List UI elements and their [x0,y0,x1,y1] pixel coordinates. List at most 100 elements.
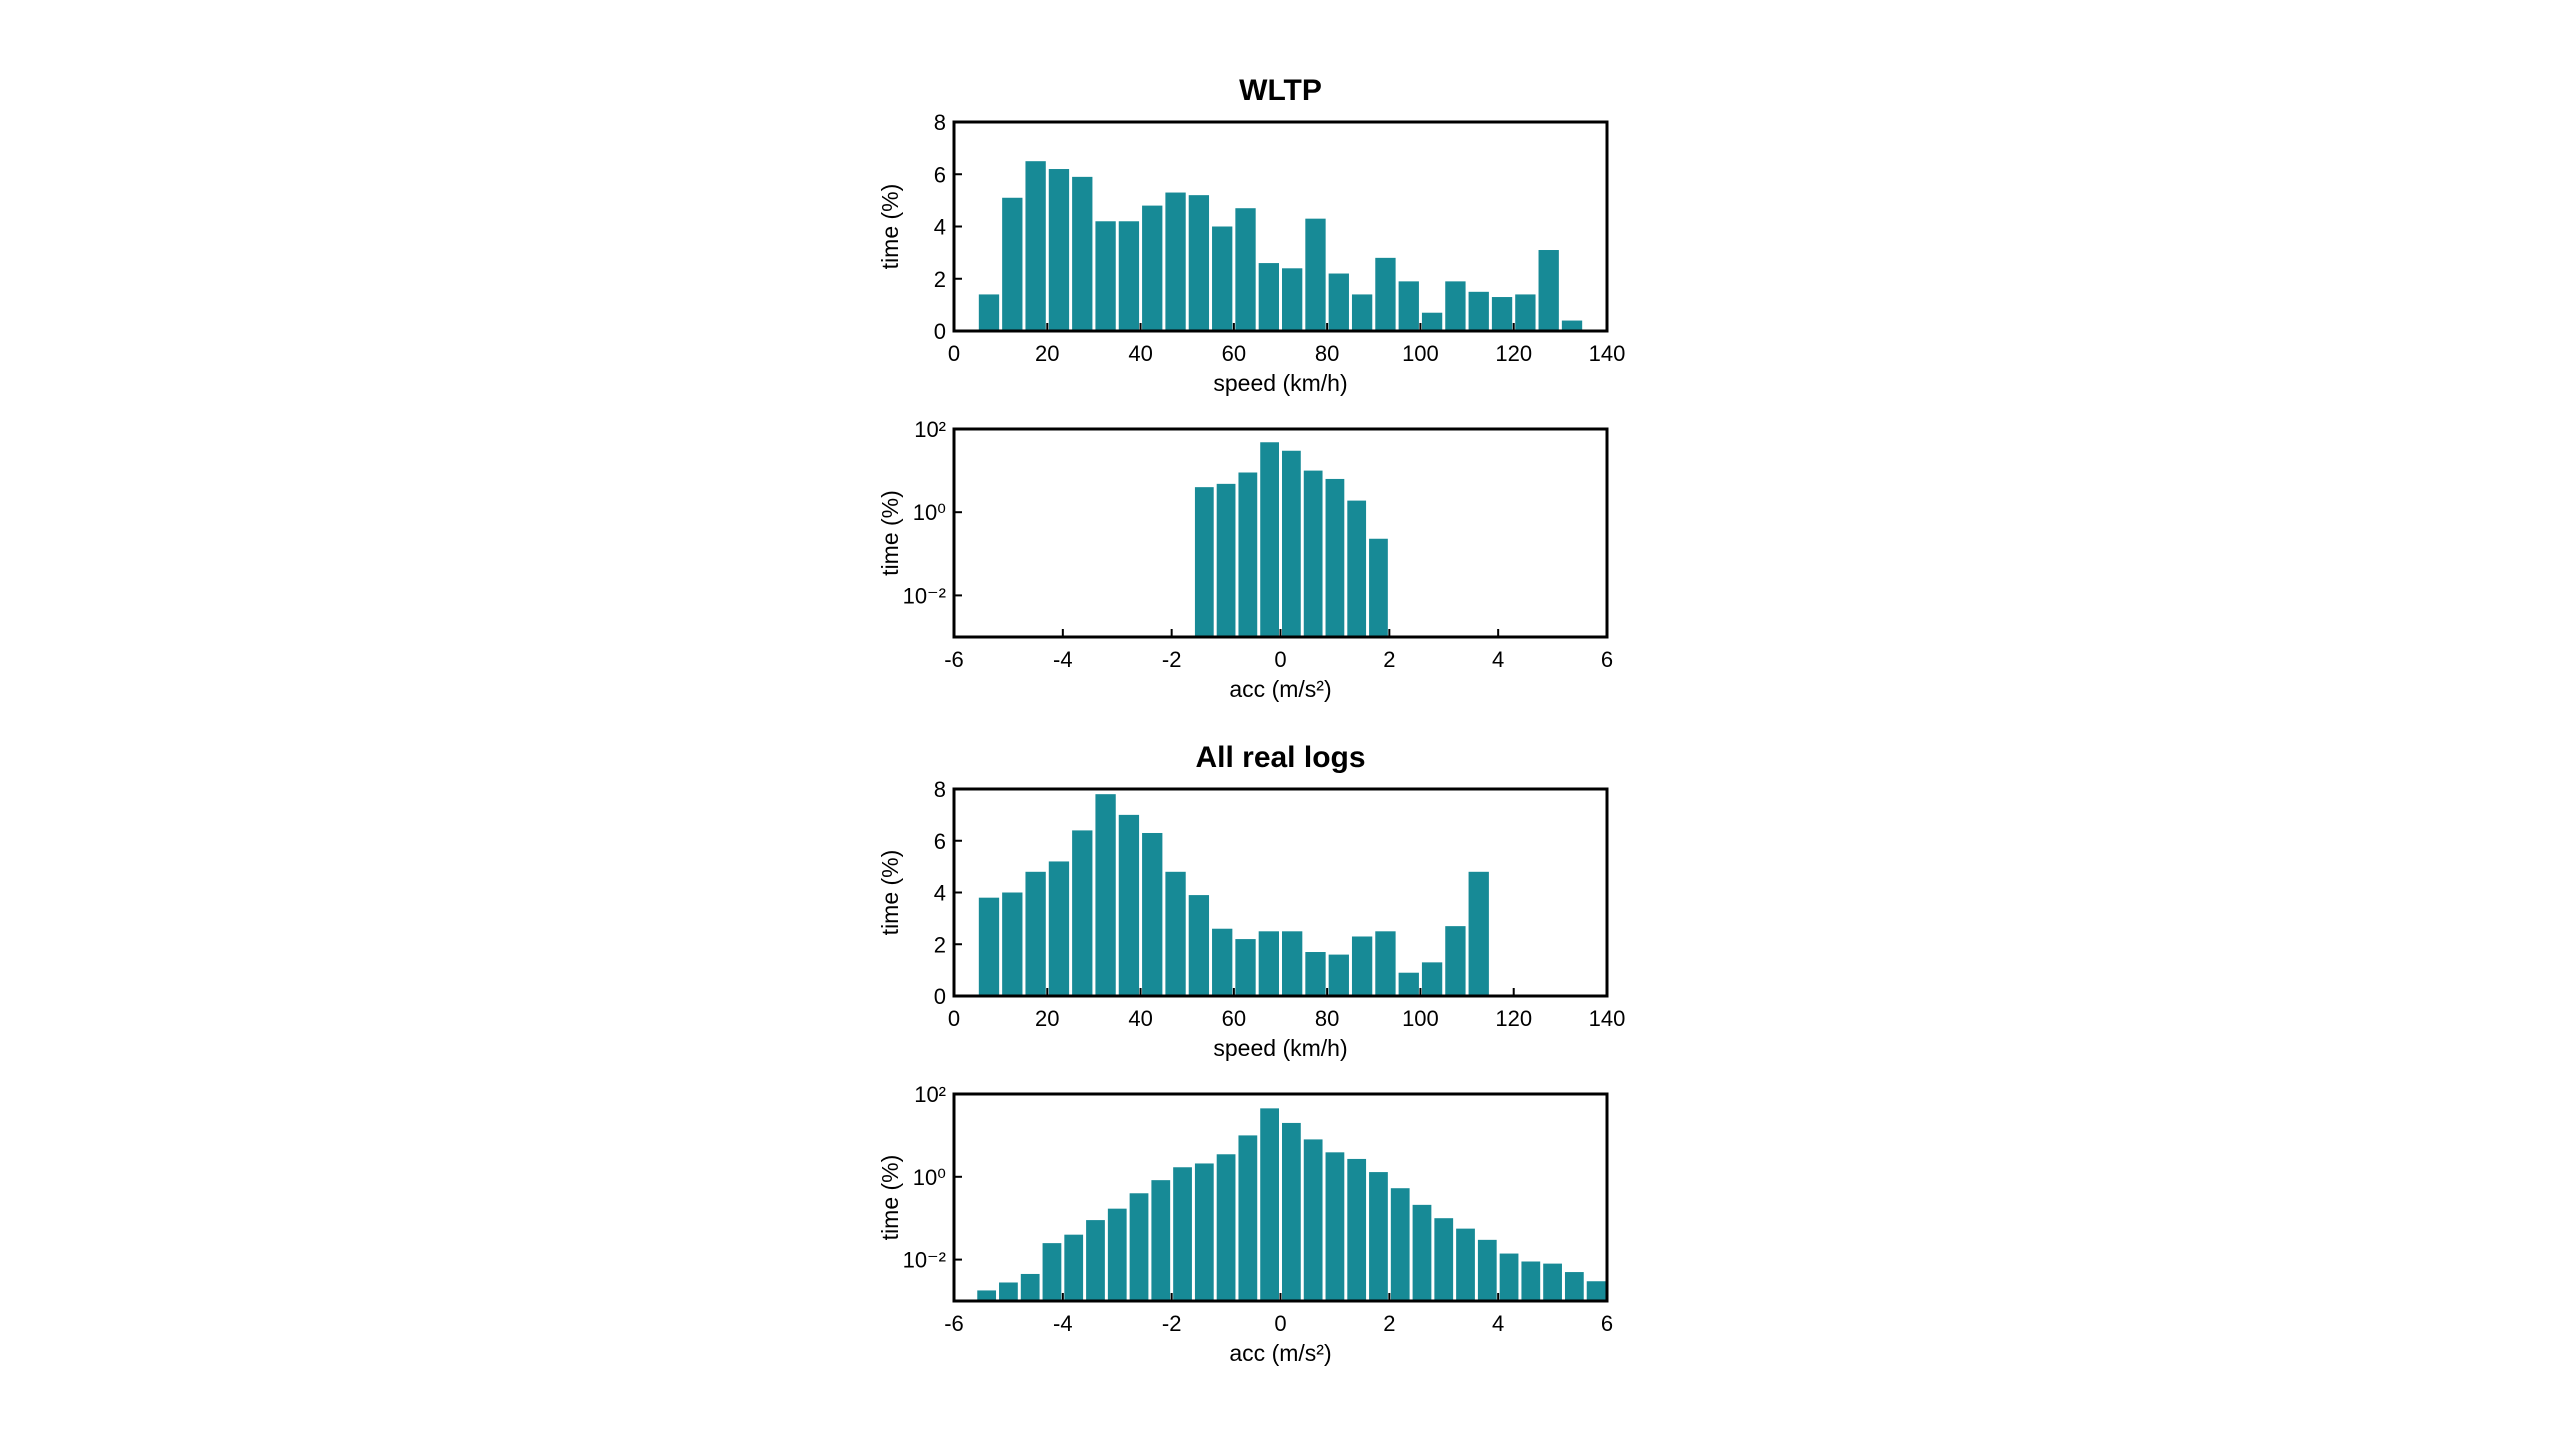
bar [1305,218,1326,331]
bar [1258,931,1279,996]
bar [1564,1272,1584,1301]
bar [1212,928,1233,996]
x-tick-label: 2 [1383,1311,1395,1336]
y-tick-label: 4 [934,215,946,240]
x-tick-label: -4 [1053,647,1073,672]
bar [1347,500,1367,637]
bar [1328,954,1349,996]
x-tick-label: -6 [944,1311,964,1336]
x-tick-label: 20 [1035,341,1059,366]
bar [1025,161,1046,331]
x-tick-label: -2 [1162,647,1182,672]
bar [1025,871,1046,996]
x-axis-label: speed (km/h) [1213,1035,1347,1061]
bar [1375,931,1396,996]
bar [1303,470,1323,637]
bar [1282,268,1303,331]
x-axis-label: speed (km/h) [1213,370,1347,396]
y-tick-label: 10² [914,417,946,442]
y-tick-label: 2 [934,267,946,292]
bar [1515,294,1536,331]
bar [1258,263,1279,331]
y-tick-label: 4 [934,881,946,906]
y-tick-label: 10² [914,1082,946,1107]
bar [1238,1135,1258,1301]
x-tick-label: 0 [1274,1311,1286,1336]
bar [1282,1122,1301,1301]
y-tick-label: 8 [934,777,946,802]
x-axis-label: acc (m/s²) [1229,676,1331,702]
bar [1260,1108,1279,1301]
x-tick-label: 4 [1492,647,1504,672]
bar [1347,1158,1367,1301]
bar [1212,226,1233,331]
y-tick-label: 10⁻² [903,1248,946,1273]
bar [1048,169,1070,331]
bar [1282,450,1301,637]
bar [1002,892,1023,996]
bar [1456,1228,1475,1301]
bar [1325,478,1345,637]
bar [1118,814,1140,996]
bar [1095,221,1116,331]
bar [1188,895,1210,996]
bar [1434,1218,1454,1301]
bar [1412,1204,1432,1301]
x-tick-label: 4 [1492,1311,1504,1336]
bar [1216,483,1236,637]
x-tick-label: 0 [948,1006,960,1031]
bar [1398,281,1419,331]
bar [1543,1263,1562,1301]
bar [1586,1281,1606,1301]
x-tick-label: 100 [1402,341,1439,366]
y-axis-label: time (%) [877,850,903,936]
bar [1303,1139,1323,1301]
bar [1561,320,1583,331]
chart-title: All real logs [1195,741,1365,774]
y-tick-label: 10⁰ [913,500,946,525]
y-tick-label: 0 [934,319,946,344]
x-tick-label: -4 [1053,1311,1073,1336]
bar [1468,291,1489,331]
bar [1325,1152,1345,1301]
x-tick-label: 6 [1601,647,1613,672]
x-tick-label: -2 [1162,1311,1182,1336]
y-tick-label: 6 [934,829,946,854]
x-tick-label: 20 [1035,1006,1059,1031]
x-tick-label: 2 [1383,647,1395,672]
bar [1002,197,1023,331]
bar [1107,1208,1127,1301]
bar [1421,312,1443,331]
y-axis-label: time (%) [877,1155,903,1241]
x-tick-label: 120 [1495,1006,1532,1031]
x-tick-label: 40 [1128,1006,1152,1031]
bar [1375,257,1396,331]
bar [1086,1220,1105,1301]
y-axis-label: time (%) [877,490,903,576]
bar [1328,273,1349,331]
x-tick-label: -6 [944,647,964,672]
x-tick-label: 120 [1495,341,1532,366]
bar [1165,192,1186,331]
x-axis-label: acc (m/s²) [1229,1340,1331,1366]
bar [1238,472,1258,637]
chart-title: WLTP [1239,74,1322,107]
bar [1064,1234,1084,1301]
bar [1048,861,1070,996]
x-tick-label: 60 [1222,1006,1246,1031]
bar [1521,1261,1541,1301]
x-tick-label: 0 [1274,647,1286,672]
y-tick-label: 8 [934,110,946,135]
x-tick-label: 6 [1601,1311,1613,1336]
x-tick-label: 140 [1589,341,1626,366]
bar [1235,939,1256,996]
bar [1445,926,1466,996]
bar [1282,931,1303,996]
y-tick-label: 10⁰ [913,1165,946,1190]
x-tick-label: 0 [948,341,960,366]
bar [1142,205,1163,331]
bar [1194,487,1214,637]
bar [1369,538,1388,637]
